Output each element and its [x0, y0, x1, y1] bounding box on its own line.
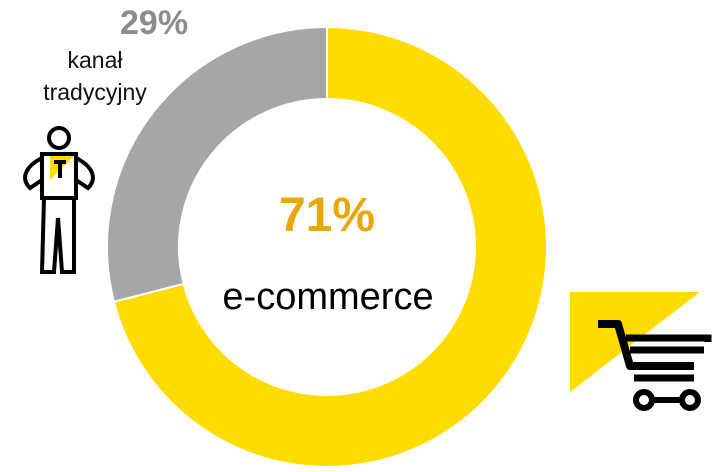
ecommerce-percent-label: 71% — [278, 189, 376, 242]
donut-slice-1 — [106, 25, 328, 303]
shopping-cart-icon — [570, 292, 712, 411]
donut-slice-0 — [112, 25, 548, 468]
ecommerce-label: e-commerce — [222, 276, 434, 318]
traditional-channel-label: kanał tradycyjny — [43, 47, 147, 105]
traditional-percent-label: 29% — [120, 4, 189, 42]
worker-person-icon — [23, 126, 95, 274]
